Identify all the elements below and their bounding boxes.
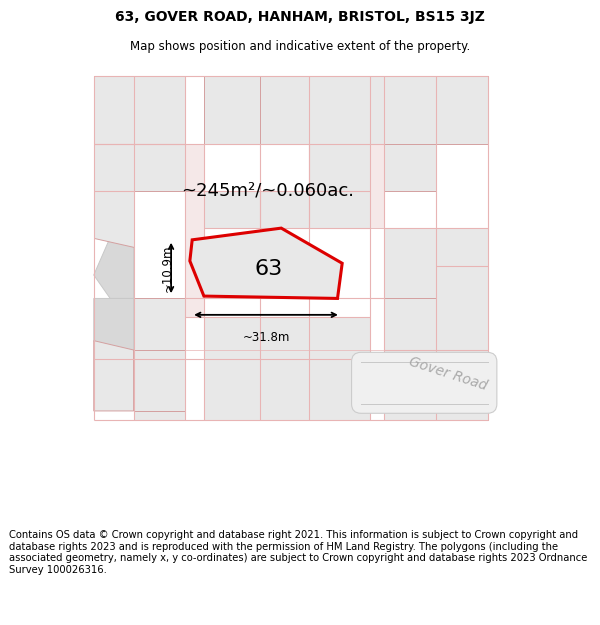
Polygon shape — [134, 144, 185, 191]
Polygon shape — [260, 76, 310, 144]
Polygon shape — [310, 76, 385, 144]
Polygon shape — [94, 341, 134, 411]
Polygon shape — [310, 191, 370, 228]
Polygon shape — [385, 76, 436, 144]
Polygon shape — [385, 298, 436, 350]
Polygon shape — [204, 359, 260, 420]
Polygon shape — [204, 191, 260, 228]
Polygon shape — [385, 228, 436, 298]
Polygon shape — [185, 144, 204, 191]
Polygon shape — [436, 228, 487, 266]
Text: 63, GOVER ROAD, HANHAM, BRISTOL, BS15 3JZ: 63, GOVER ROAD, HANHAM, BRISTOL, BS15 3J… — [115, 9, 485, 24]
Polygon shape — [260, 359, 310, 420]
Polygon shape — [436, 266, 487, 350]
Text: Map shows position and indicative extent of the property.: Map shows position and indicative extent… — [130, 40, 470, 52]
Polygon shape — [310, 317, 370, 420]
Polygon shape — [94, 238, 134, 298]
Polygon shape — [260, 191, 310, 228]
Polygon shape — [94, 191, 134, 247]
Polygon shape — [185, 191, 204, 317]
Polygon shape — [385, 350, 487, 420]
Polygon shape — [310, 76, 370, 144]
Polygon shape — [204, 76, 260, 144]
Polygon shape — [310, 144, 370, 191]
Polygon shape — [260, 317, 310, 359]
Text: Contains OS data © Crown copyright and database right 2021. This information is : Contains OS data © Crown copyright and d… — [9, 530, 587, 575]
Text: ~31.8m: ~31.8m — [242, 331, 290, 344]
Polygon shape — [385, 144, 436, 191]
Text: 63: 63 — [255, 259, 283, 279]
Text: ~245m²/~0.060ac.: ~245m²/~0.060ac. — [181, 182, 353, 199]
Polygon shape — [94, 144, 134, 191]
Polygon shape — [204, 317, 260, 359]
Polygon shape — [134, 350, 185, 411]
Polygon shape — [94, 76, 134, 144]
Text: ~10.9m: ~10.9m — [160, 244, 173, 292]
Polygon shape — [436, 76, 487, 144]
Polygon shape — [370, 144, 385, 228]
Polygon shape — [94, 298, 134, 359]
FancyBboxPatch shape — [352, 352, 497, 413]
Polygon shape — [134, 411, 185, 420]
Polygon shape — [190, 228, 342, 298]
Text: Gover Road: Gover Road — [407, 354, 488, 392]
Polygon shape — [134, 298, 185, 350]
Polygon shape — [134, 76, 185, 144]
